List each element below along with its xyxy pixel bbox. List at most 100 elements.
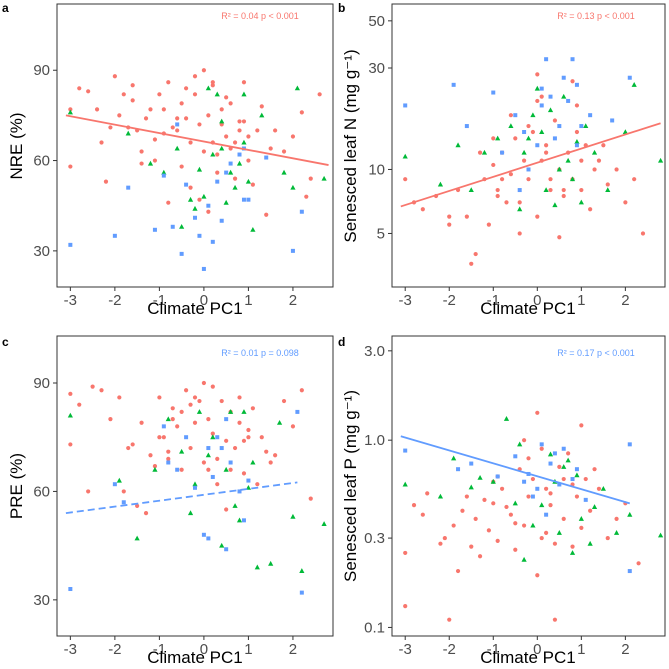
group1-point: [197, 197, 202, 202]
group1-point: [614, 167, 619, 172]
group2-point: [321, 175, 327, 181]
x-tick-label: -2: [108, 641, 121, 658]
x-tick-label: -2: [443, 641, 456, 658]
group1-point: [112, 74, 117, 79]
y-tick-label: 30: [33, 243, 50, 260]
group1-point: [521, 523, 527, 528]
group1-point: [224, 438, 229, 443]
group1-point: [210, 80, 215, 85]
group1-point: [447, 214, 452, 219]
group1-point: [308, 496, 313, 501]
group1-point: [495, 193, 500, 199]
group2-point: [561, 464, 567, 469]
group1-point: [192, 420, 198, 425]
group2-point: [587, 540, 593, 546]
group2-point: [543, 187, 549, 193]
x-tick-label: 1: [577, 641, 585, 658]
panel-a: a -3 -2 -1 0 1 2 30 60 90 R² = 0.04 p < 0.001 Cl…: [2, 1, 334, 318]
group3-point: [535, 143, 540, 148]
group1-point: [403, 177, 408, 182]
group2-point: [250, 226, 256, 232]
group1-point: [583, 476, 588, 482]
group2-point: [569, 550, 576, 555]
group1-point: [224, 507, 229, 512]
group1-point: [219, 398, 224, 404]
group1-point: [640, 231, 646, 236]
group1-point: [215, 152, 220, 157]
group2-point: [574, 138, 580, 144]
group1-point: [170, 125, 175, 130]
x-tick-label: -1: [487, 641, 500, 658]
y-axis-title-a: NRE (%): [7, 112, 26, 179]
group1-point: [513, 136, 518, 141]
group1-point: [477, 554, 483, 559]
group1-point: [139, 161, 144, 166]
group1-point: [197, 398, 202, 404]
group2-point: [565, 157, 571, 163]
group1-point: [246, 134, 251, 139]
group1-point: [513, 521, 518, 526]
group1-point: [499, 486, 505, 491]
group2-point: [174, 145, 180, 151]
group3-point: [215, 179, 220, 184]
y-tick-label: 5: [377, 225, 385, 242]
group3-point: [526, 167, 531, 172]
group1-point: [215, 170, 220, 175]
group1-point: [232, 445, 238, 451]
group2-point: [477, 474, 483, 480]
group3-point: [179, 251, 184, 256]
group1-point: [201, 380, 207, 386]
panel-b: b -3 -2 -1 0 1 2 5 10 30 50 R² = 0.13 p < 0.001 C…: [338, 1, 666, 318]
group3-point: [161, 173, 166, 178]
group1-point: [403, 550, 408, 556]
group1-point: [544, 486, 549, 491]
group3-point: [588, 113, 593, 118]
fit-line-d: [400, 435, 631, 505]
group1-point: [237, 395, 242, 400]
group2-point: [578, 199, 584, 205]
group2-point: [125, 130, 131, 136]
group1-point: [561, 476, 566, 482]
group1-point: [148, 107, 153, 112]
plot-frame-a: [56, 3, 334, 288]
panel-c: c -3 -2 -1 0 1 2 30 60 90 R² = 0.01 p = 0.098 Cl…: [2, 335, 334, 667]
group3-point: [539, 86, 544, 91]
group1-point: [411, 503, 417, 508]
group3-point: [464, 124, 469, 129]
group1-point: [68, 107, 73, 112]
group3-point: [583, 497, 588, 502]
group2-point: [201, 193, 207, 199]
group3-point: [469, 461, 474, 466]
group3-point: [121, 500, 126, 505]
group2-point: [223, 466, 229, 472]
group2-point: [210, 151, 216, 157]
group1-point: [508, 512, 513, 517]
group3-point: [224, 417, 229, 422]
group1-point: [273, 453, 278, 458]
group3-point: [201, 266, 206, 271]
group1-point: [157, 435, 162, 440]
group3-point: [219, 218, 224, 223]
group2-point: [552, 202, 558, 208]
group1-point: [130, 442, 135, 447]
group1-point: [201, 149, 207, 154]
axis-ticks-a: -3 -2 -1 0 1 2 30 60 90: [33, 62, 297, 309]
x-tick-label: 0: [533, 292, 541, 309]
group3-point: [112, 482, 117, 487]
group1-point: [179, 164, 184, 169]
group3-point: [530, 494, 535, 499]
group1-point: [188, 140, 193, 145]
data-points-d: [402, 410, 664, 622]
group2-point: [196, 409, 203, 414]
group1-point: [526, 456, 531, 461]
y-tick-label: 60: [33, 483, 50, 500]
panel-letter-d: d: [338, 335, 345, 349]
group1-point: [317, 92, 322, 97]
group1-point: [535, 214, 540, 219]
group1-point: [210, 384, 215, 389]
group3-point: [552, 451, 557, 456]
group3-point: [561, 75, 566, 80]
group1-point: [135, 503, 140, 508]
group1-point: [157, 92, 162, 97]
